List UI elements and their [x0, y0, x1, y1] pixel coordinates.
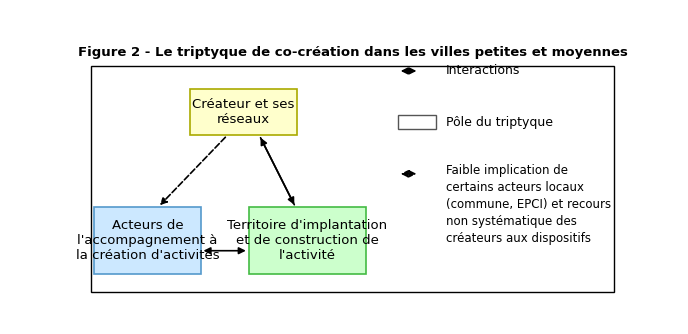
Bar	[92, 66, 614, 292]
Text: Créateur et ses
réseaux: Créateur et ses réseaux	[192, 98, 294, 126]
Bar	[94, 207, 201, 274]
Bar	[248, 207, 366, 274]
Text: Figure 2 - Le triptyque de co-création dans les villes petites et moyennes: Figure 2 - Le triptyque de co-création d…	[78, 46, 627, 59]
Text: Acteurs de
l'accompagnement à
la création d'activités: Acteurs de l'accompagnement à la créatio…	[76, 219, 219, 262]
Bar	[190, 89, 297, 135]
Text: Pôle du triptyque: Pôle du triptyque	[446, 116, 553, 129]
Text: Interactions: Interactions	[446, 64, 520, 77]
Text: Faible implication de
certains acteurs locaux
(commune, EPCI) et recours
non sys: Faible implication de certains acteurs l…	[446, 164, 611, 244]
Text: Territoire d'implantation
et de construction de
l'activité: Territoire d'implantation et de construc…	[227, 219, 387, 262]
Bar	[398, 115, 436, 130]
